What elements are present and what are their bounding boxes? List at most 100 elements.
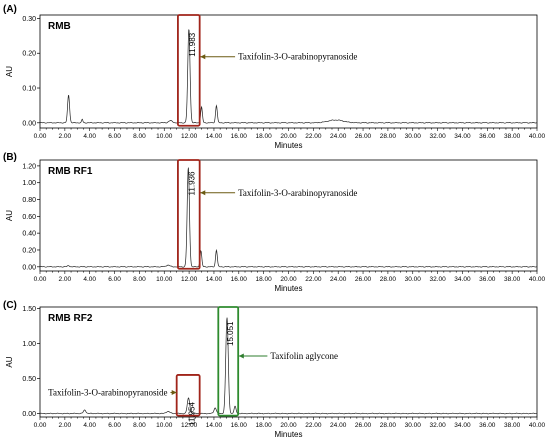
y-tick-label: 1.20 <box>22 163 36 170</box>
y-tick-label: 0.60 <box>22 214 36 221</box>
x-tick-label: 22.00 <box>305 133 322 140</box>
annotation-arrowhead <box>171 389 177 395</box>
x-tick-label: 6.00 <box>108 133 121 140</box>
x-tick-label: 26.00 <box>355 133 372 140</box>
y-tick-label: 0.80 <box>22 197 36 204</box>
x-tick-label: 12.00 <box>181 133 198 140</box>
x-tick-label: 8.00 <box>133 276 146 283</box>
y-tick-label: 0.30 <box>22 16 36 23</box>
x-axis-label: Minutes <box>274 284 302 293</box>
x-tick-label: 8.00 <box>133 133 146 140</box>
annotation-arrowhead <box>238 353 244 359</box>
x-tick-label: 24.00 <box>330 276 347 283</box>
x-tick-label: 40.00 <box>529 276 546 283</box>
peak-retention-label: 11.936 <box>187 171 196 195</box>
x-tick-label: 28.00 <box>380 276 397 283</box>
x-tick-label: 10.00 <box>156 133 173 140</box>
plot-frame <box>39 159 538 272</box>
x-tick-label: 30.00 <box>405 276 422 283</box>
y-tick-label: 0.40 <box>22 231 36 238</box>
annotation-text: Taxifolin-3-O-arabinopyranoside <box>238 52 357 62</box>
x-axis-label: Minutes <box>274 430 302 439</box>
panel-label: (A) <box>3 4 17 15</box>
y-tick-label: 1.00 <box>22 180 36 187</box>
x-tick-label: 34.00 <box>454 276 471 283</box>
y-axis-label: AU <box>5 210 14 221</box>
chromatogram-trace <box>39 167 538 268</box>
x-tick-label: 26.00 <box>355 276 372 283</box>
x-tick-label: 30.00 <box>405 422 422 429</box>
y-axis-label: AU <box>5 66 14 77</box>
x-tick-label: 36.00 <box>479 422 496 429</box>
x-tick-label: 0.00 <box>34 422 47 429</box>
x-tick-label: 40.00 <box>529 422 546 429</box>
x-tick-label: 10.00 <box>156 276 173 283</box>
peak-highlight-box <box>177 159 201 270</box>
x-tick-label: 4.00 <box>83 133 96 140</box>
x-tick-label: 16.00 <box>231 422 248 429</box>
x-tick-label: 18.00 <box>256 422 273 429</box>
peak-retention-label: 11.954 <box>188 402 197 426</box>
panel-label: (C) <box>3 300 17 311</box>
plot-frame <box>39 306 538 418</box>
x-tick-label: 28.00 <box>380 422 397 429</box>
y-tick-label: 0.50 <box>22 376 36 383</box>
peak-highlight-box <box>177 14 201 127</box>
y-tick-label: 0.10 <box>22 86 36 93</box>
x-tick-label: 2.00 <box>59 133 72 140</box>
annotation-text: Taxifolin aglycone <box>270 351 338 361</box>
peak-retention-label: 15.051 <box>226 321 235 346</box>
annotation-text: Taxifolin-3-O-arabinopyranoside <box>48 387 167 397</box>
y-tick-label: 0.00 <box>22 411 36 418</box>
x-tick-label: 16.00 <box>231 276 248 283</box>
x-tick-label: 26.00 <box>355 422 372 429</box>
x-tick-label: 2.00 <box>59 422 72 429</box>
y-axis-label: AU <box>5 356 14 367</box>
x-tick-label: 32.00 <box>429 133 446 140</box>
x-tick-label: 4.00 <box>83 276 96 283</box>
x-tick-label: 14.00 <box>206 133 223 140</box>
x-tick-label: 2.00 <box>59 276 72 283</box>
x-tick-label: 36.00 <box>479 276 496 283</box>
x-tick-label: 20.00 <box>280 276 297 283</box>
y-tick-label: 1.50 <box>22 306 36 313</box>
x-tick-label: 16.00 <box>231 133 248 140</box>
x-tick-label: 34.00 <box>454 422 471 429</box>
chart-title: RMB <box>48 21 71 32</box>
x-tick-label: 18.00 <box>256 133 273 140</box>
y-tick-label: 0.20 <box>22 51 36 58</box>
x-tick-label: 12.00 <box>181 276 198 283</box>
chart-title: RMB RF1 <box>48 166 93 177</box>
x-tick-label: 18.00 <box>256 276 273 283</box>
x-tick-label: 0.00 <box>34 276 47 283</box>
x-tick-label: 30.00 <box>405 133 422 140</box>
y-tick-label: 1.00 <box>22 341 36 348</box>
x-tick-label: 14.00 <box>206 422 223 429</box>
x-tick-label: 0.00 <box>34 133 47 140</box>
x-tick-label: 24.00 <box>330 133 347 140</box>
chromatogram-trace <box>39 29 538 124</box>
x-tick-label: 12.00 <box>181 422 198 429</box>
x-tick-label: 32.00 <box>429 422 446 429</box>
annotation-arrowhead <box>200 54 206 60</box>
x-tick-label: 36.00 <box>479 133 496 140</box>
peak-highlight-box <box>175 374 201 417</box>
peak-highlight-box <box>217 306 240 417</box>
x-tick-label: 4.00 <box>83 422 96 429</box>
x-tick-label: 8.00 <box>133 422 146 429</box>
x-tick-label: 24.00 <box>330 422 347 429</box>
chart-panel-3: (C) RMB RF2 AU 0.00 0.50 1.00 1.50 0.00 2.00 4.00… <box>3 300 546 439</box>
x-tick-label: 38.00 <box>504 133 521 140</box>
x-tick-label: 14.00 <box>206 276 223 283</box>
x-tick-label: 10.00 <box>156 422 173 429</box>
x-tick-label: 22.00 <box>305 276 322 283</box>
x-tick-label: 38.00 <box>504 276 521 283</box>
x-tick-label: 6.00 <box>108 422 121 429</box>
annotation-text: Taxifolin-3-O-arabinopyranoside <box>238 188 357 198</box>
x-tick-label: 32.00 <box>429 276 446 283</box>
panel-label: (B) <box>3 152 17 163</box>
y-tick-label: 0.00 <box>22 264 36 271</box>
chart-panel-2: (B) RMB RF1 AU 0.00 0.20 0.40 0.60 0.80 1.00 1.20… <box>3 152 546 293</box>
y-tick-label: 0.20 <box>22 247 36 254</box>
